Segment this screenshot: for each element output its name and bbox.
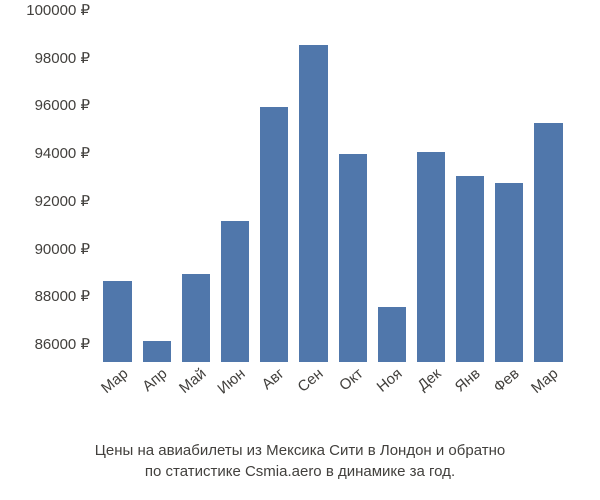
bar-slot: Мар: [529, 16, 568, 362]
y-tick-label: 90000 ₽: [35, 240, 98, 258]
bar: [299, 45, 327, 362]
bar: [378, 307, 406, 362]
bar: [143, 341, 171, 362]
x-tick-label: Мар: [98, 365, 131, 397]
bar-slot: Мар: [98, 16, 137, 362]
x-tick-label: Апр: [139, 365, 170, 395]
bar-slot: Ноя: [372, 16, 411, 362]
chart-caption: Цены на авиабилеты из Мексика Сити в Лон…: [0, 440, 600, 482]
bar-slot: Янв: [451, 16, 490, 362]
bar: [103, 281, 131, 362]
x-tick-label: Янв: [452, 365, 484, 395]
bar: [534, 123, 562, 362]
bar: [221, 221, 249, 362]
y-tick-label: 94000 ₽: [35, 144, 98, 162]
bars-container: МарАпрМайИюнАвгСенОктНояДекЯнвФевМар: [98, 16, 568, 362]
price-chart: МарАпрМайИюнАвгСенОктНояДекЯнвФевМар 860…: [0, 0, 600, 500]
x-tick-label: Фев: [491, 365, 523, 396]
x-tick-label: Май: [176, 365, 209, 397]
bar: [260, 107, 288, 362]
y-tick-label: 86000 ₽: [35, 335, 98, 353]
bar-slot: Май: [176, 16, 215, 362]
plot-area: МарАпрМайИюнАвгСенОктНояДекЯнвФевМар 860…: [98, 16, 568, 362]
bar: [456, 176, 484, 362]
x-tick-label: Авг: [259, 365, 288, 393]
bar-slot: Окт: [333, 16, 372, 362]
bar-slot: Дек: [411, 16, 450, 362]
bar-slot: Июн: [216, 16, 255, 362]
y-tick-label: 96000 ₽: [35, 96, 98, 114]
caption-line-1: Цены на авиабилеты из Мексика Сити в Лон…: [0, 440, 600, 461]
bar-slot: Сен: [294, 16, 333, 362]
x-tick-label: Мар: [529, 365, 562, 397]
x-tick-label: Окт: [336, 365, 366, 394]
caption-line-2: по статистике Csmia.aero в динамике за г…: [0, 461, 600, 482]
bar: [339, 154, 367, 362]
bar: [495, 183, 523, 362]
x-tick-label: Дек: [414, 365, 444, 394]
x-tick-label: Июн: [214, 365, 248, 398]
y-tick-label: 88000 ₽: [35, 287, 98, 305]
x-tick-label: Ноя: [373, 365, 405, 396]
bar-slot: Фев: [490, 16, 529, 362]
bar-slot: Апр: [137, 16, 176, 362]
bar-slot: Авг: [255, 16, 294, 362]
bar: [182, 274, 210, 362]
y-tick-label: 98000 ₽: [35, 49, 98, 67]
bar: [417, 152, 445, 362]
y-tick-label: 100000 ₽: [26, 1, 98, 19]
y-tick-label: 92000 ₽: [35, 192, 98, 210]
x-tick-label: Сен: [295, 365, 327, 396]
